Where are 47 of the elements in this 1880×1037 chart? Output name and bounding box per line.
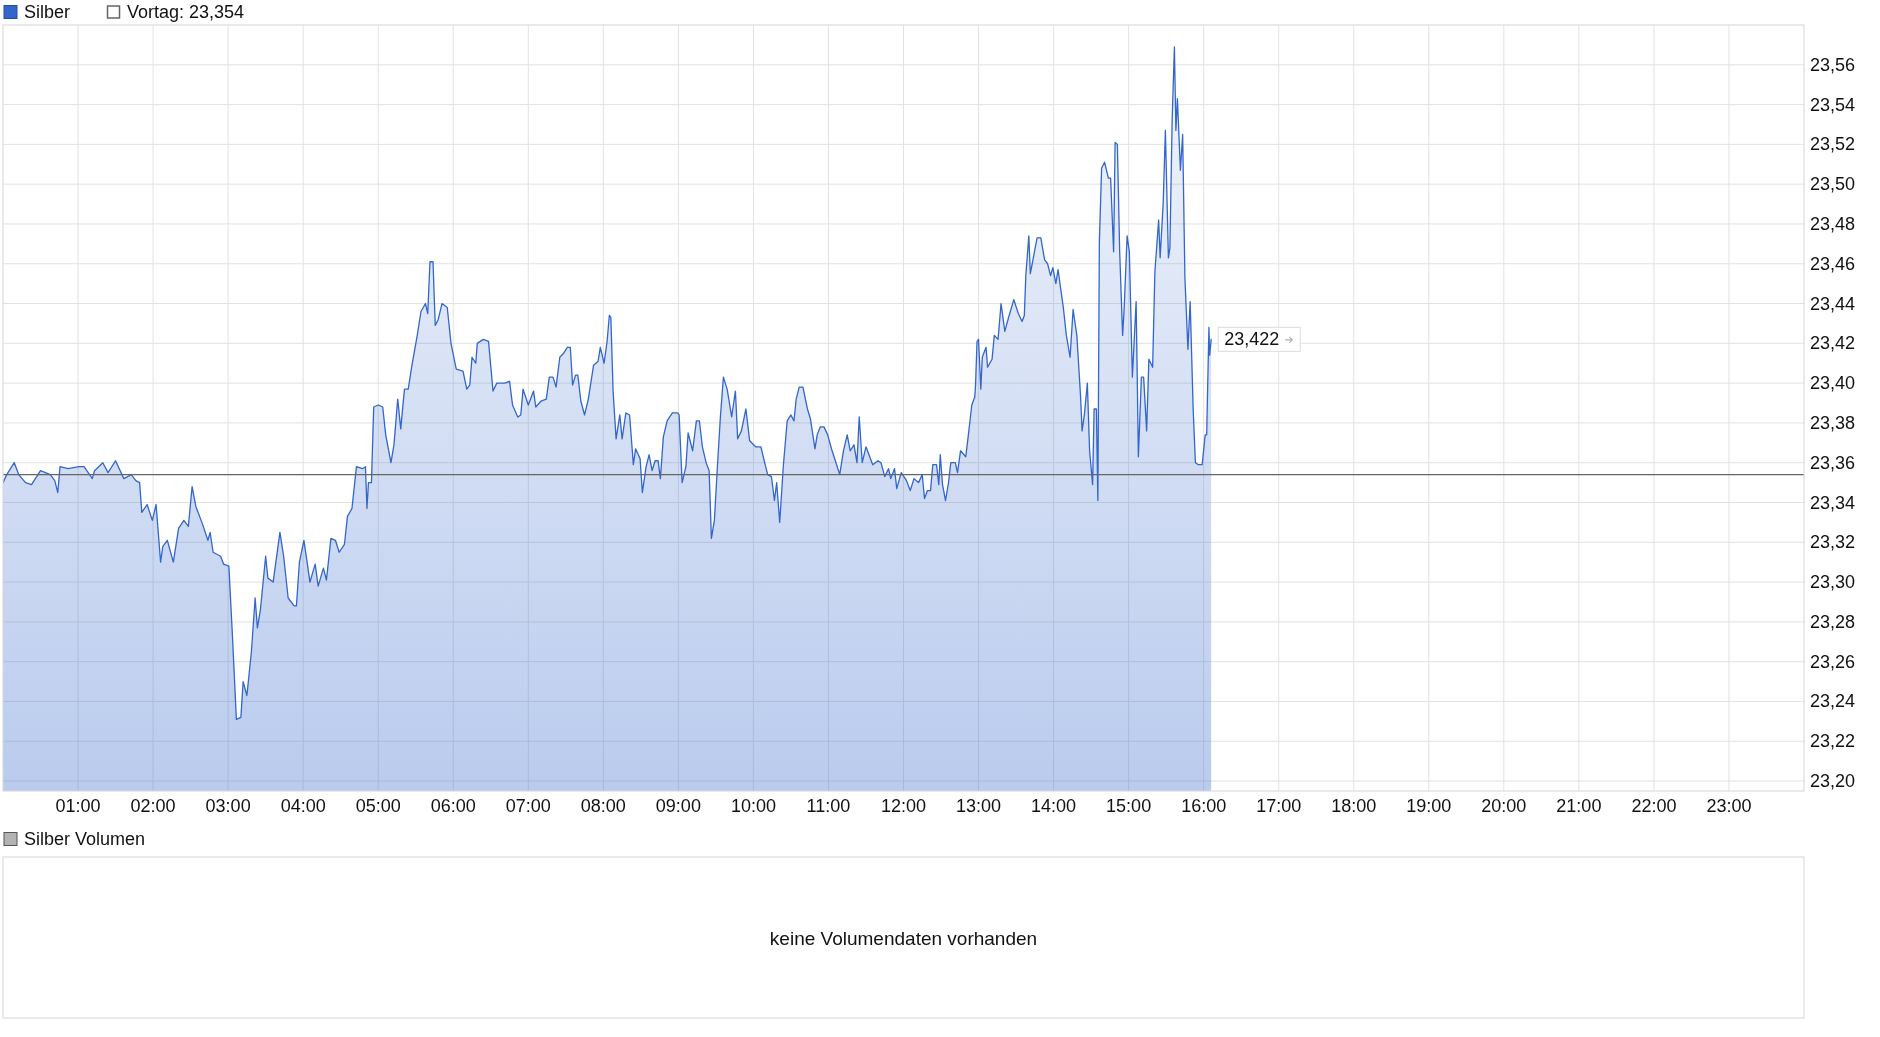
y-tick-label: 23,38 [1810, 412, 1856, 433]
x-tick-label: 06:00 [430, 796, 476, 816]
x-tick-label: 23:00 [1706, 796, 1752, 816]
y-tick-label: 23,34 [1810, 492, 1856, 513]
x-tick-label: 19:00 [1406, 796, 1452, 816]
x-tick-label: 14:00 [1031, 796, 1077, 816]
x-tick-label: 18:00 [1331, 796, 1377, 816]
x-tick-label: 03:00 [205, 796, 251, 816]
y-tick-label: 23,24 [1810, 691, 1856, 712]
y-tick-label: 23,56 [1810, 54, 1856, 75]
legend-label: Silber [24, 2, 71, 22]
y-tick-label: 23,32 [1810, 532, 1856, 553]
y-tick-label: 23,20 [1810, 771, 1856, 792]
x-tick-label: 16:00 [1181, 796, 1227, 816]
x-tick-label: 04:00 [280, 796, 326, 816]
x-tick-label: 15:00 [1106, 796, 1152, 816]
text: keine Volumendaten vorhanden [769, 927, 1038, 948]
x-tick-label: 11:00 [806, 796, 851, 816]
y-tick-label: 23,26 [1810, 651, 1856, 672]
y-tick-label: 23,28 [1810, 611, 1856, 632]
x-tick-label: 20:00 [1481, 796, 1527, 816]
x-tick-label: 22:00 [1631, 796, 1677, 816]
y-tick-label: 23,46 [1810, 253, 1856, 274]
annotation: 23,422 [1224, 329, 1280, 350]
y-tick-label: 23,52 [1810, 134, 1856, 155]
y-tick-label: 23,30 [1810, 572, 1856, 593]
y-tick-label: 23,44 [1810, 293, 1856, 314]
x-tick-label: 10:00 [730, 796, 776, 816]
y-tick-label: 23,48 [1810, 213, 1856, 234]
x-tick-label: 13:00 [956, 796, 1002, 816]
y-tick-label: 23,54 [1810, 94, 1856, 115]
x-tick-label: 21:00 [1556, 796, 1602, 816]
x-tick-label: 01:00 [55, 796, 101, 816]
y-tick-label: 23,40 [1810, 373, 1856, 394]
x-tick-label: 07:00 [505, 796, 551, 816]
y-tick-label: 23,42 [1810, 333, 1856, 354]
x-tick-label: 17:00 [1256, 796, 1302, 816]
y-tick-label: 23,50 [1810, 174, 1856, 195]
legend-label: Vortag: 23,354 [127, 2, 245, 22]
x-tick-label: 12:00 [880, 796, 927, 816]
y-tick-label: 23,22 [1810, 731, 1856, 752]
text: Silber Volumen [24, 829, 146, 849]
x-tick-label: 05:00 [355, 796, 401, 816]
x-tick-label: 08:00 [580, 796, 626, 816]
x-tick-label: 09:00 [655, 796, 701, 816]
x-tick-label: 02:00 [130, 796, 176, 816]
y-tick-label: 23,36 [1810, 452, 1856, 473]
